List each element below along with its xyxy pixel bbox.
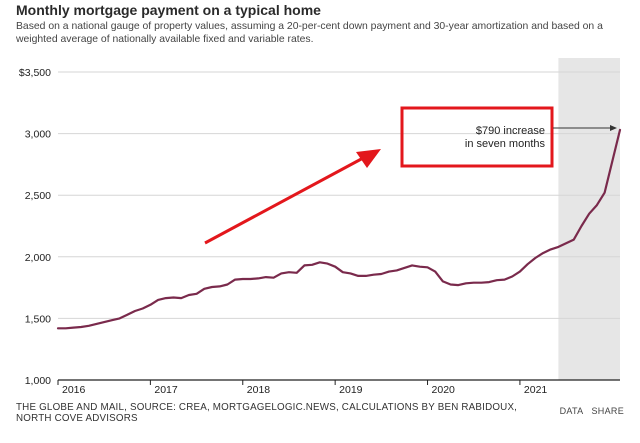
x-tick-label: 2021 [524, 384, 548, 396]
highlight-arrow [204, 149, 381, 245]
gridlines [58, 71, 620, 381]
x-tick-label: 2020 [432, 384, 456, 396]
y-axis-labels: 1,000 1,500 2,000 2,500 3,000 $3,500 [19, 67, 51, 387]
highlight-arrow-shaft [204, 155, 366, 245]
x-tick-label: 2018 [247, 384, 271, 396]
y-tick-label: 1,500 [25, 313, 51, 325]
y-tick-label: 2,500 [25, 190, 51, 202]
annotation-line-1: $790 increase [476, 125, 545, 137]
chart-title: Monthly mortgage payment on a typical ho… [16, 2, 321, 18]
x-axis: 2016 2017 2018 2019 2020 2021 [57, 380, 548, 396]
footer-actions: DATA SHARE [560, 406, 624, 416]
share-link[interactable]: SHARE [591, 406, 624, 416]
highlight-arrow-head [356, 149, 381, 168]
annotation-pointer-head [610, 125, 617, 131]
x-tick-label: 2019 [339, 384, 363, 396]
source-note: THE GLOBE AND MAIL, SOURCE: CREA, MORTGA… [16, 402, 518, 424]
x-tick-label: 2017 [154, 384, 178, 396]
shaded-region [558, 58, 620, 380]
chart-subtitle: Based on a national gauge of property va… [16, 21, 603, 45]
y-tick-label: 2,000 [25, 252, 51, 264]
y-tick-label: 3,000 [25, 129, 51, 141]
y-tick-label: 1,000 [25, 375, 51, 387]
data-link[interactable]: DATA [559, 406, 584, 416]
highlight-box [400, 106, 554, 168]
annotation-line-2: in seven months [465, 138, 546, 150]
y-tick-label: $3,500 [19, 67, 51, 79]
x-tick-label: 2016 [62, 384, 86, 396]
series-line [56, 128, 622, 330]
annotation: $790 increase in seven months [400, 106, 617, 168]
